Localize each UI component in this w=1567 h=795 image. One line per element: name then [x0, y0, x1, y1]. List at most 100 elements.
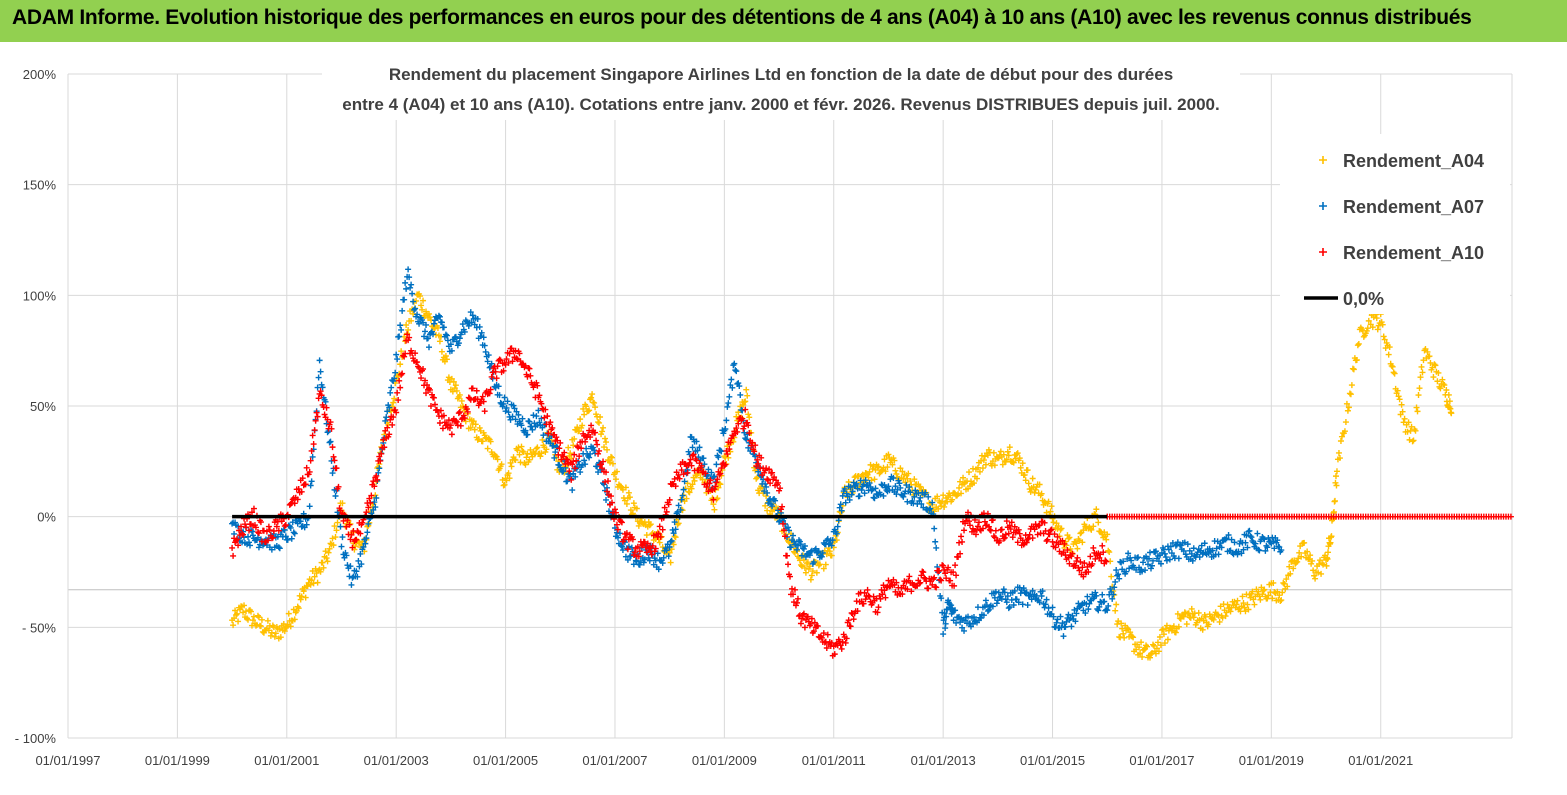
data-point — [667, 538, 674, 545]
data-point — [519, 448, 526, 455]
data-point — [1107, 585, 1114, 592]
data-point — [436, 313, 443, 320]
data-point — [477, 333, 484, 340]
data-point — [582, 438, 589, 445]
data-point — [1257, 596, 1264, 603]
data-point — [1146, 555, 1153, 562]
data-point — [1369, 324, 1376, 331]
data-point — [458, 397, 465, 404]
data-point — [882, 594, 889, 601]
data-point — [1013, 596, 1020, 603]
data-point — [1245, 528, 1252, 535]
data-point — [1023, 589, 1030, 596]
data-point — [769, 503, 776, 510]
data-point — [951, 582, 958, 589]
data-point — [882, 468, 889, 475]
data-point — [1223, 609, 1230, 616]
data-point — [481, 342, 488, 349]
data-point — [703, 483, 710, 490]
data-point — [1337, 437, 1344, 444]
data-point — [991, 462, 998, 469]
legend-item-A07: Rendement_A07 — [1319, 197, 1484, 217]
data-point — [715, 454, 722, 461]
data-point — [846, 496, 853, 503]
data-point — [1024, 602, 1031, 609]
data-point — [814, 623, 821, 630]
data-point — [373, 495, 380, 502]
data-point — [426, 314, 433, 321]
data-point — [1385, 351, 1392, 358]
data-point — [446, 425, 453, 432]
data-point — [560, 468, 567, 475]
data-point — [1023, 539, 1030, 546]
legend-marker — [1319, 156, 1327, 164]
data-point — [229, 520, 236, 527]
data-point — [579, 422, 586, 429]
data-point — [284, 536, 291, 543]
data-point — [403, 322, 410, 329]
data-point — [837, 501, 844, 508]
data-point — [1338, 433, 1345, 440]
data-point — [689, 481, 696, 488]
data-point — [1090, 544, 1097, 551]
data-point — [1067, 545, 1074, 552]
data-point — [839, 639, 846, 646]
data-point — [418, 375, 425, 382]
data-point — [802, 553, 809, 560]
data-point — [1374, 326, 1381, 333]
data-point — [717, 470, 724, 477]
data-point — [479, 438, 486, 445]
data-point — [371, 483, 378, 490]
data-point — [420, 365, 427, 372]
data-point — [734, 428, 741, 435]
data-point — [1379, 321, 1386, 328]
data-point — [447, 422, 454, 429]
data-point — [505, 409, 512, 416]
data-point — [980, 612, 987, 619]
data-point — [1124, 555, 1131, 562]
data-point — [1254, 530, 1261, 537]
data-point — [252, 524, 259, 531]
data-point — [858, 486, 865, 493]
data-point — [288, 535, 295, 542]
data-point — [955, 491, 962, 498]
data-point — [961, 627, 968, 634]
data-point — [791, 586, 798, 593]
data-point — [762, 480, 769, 487]
data-point — [526, 456, 533, 463]
data-point — [1342, 419, 1349, 426]
data-point — [1013, 451, 1020, 458]
data-point — [829, 537, 836, 544]
data-point — [1124, 625, 1131, 632]
data-point — [505, 470, 512, 477]
data-point — [482, 348, 489, 355]
data-point — [1180, 613, 1187, 620]
data-point — [275, 527, 282, 534]
data-point — [324, 558, 331, 565]
data-point — [338, 543, 345, 550]
data-point — [897, 484, 904, 491]
data-point — [514, 447, 521, 454]
data-point — [1280, 579, 1287, 586]
data-point — [1344, 407, 1351, 414]
data-point — [806, 552, 813, 559]
data-point — [629, 536, 636, 543]
data-point — [576, 428, 583, 435]
data-point — [480, 398, 487, 405]
data-point — [1247, 533, 1254, 540]
data-point — [1168, 550, 1175, 557]
data-point — [1350, 366, 1357, 373]
data-point — [504, 398, 511, 405]
data-point — [581, 457, 588, 464]
data-point — [727, 439, 734, 446]
data-point — [612, 476, 619, 483]
data-point — [1389, 363, 1396, 370]
data-point — [1332, 473, 1339, 480]
data-point — [935, 505, 942, 512]
data-point — [1162, 554, 1169, 561]
data-point — [1427, 359, 1434, 366]
data-point — [299, 475, 306, 482]
data-point — [955, 614, 962, 621]
data-point — [280, 620, 287, 627]
data-point — [377, 449, 384, 456]
